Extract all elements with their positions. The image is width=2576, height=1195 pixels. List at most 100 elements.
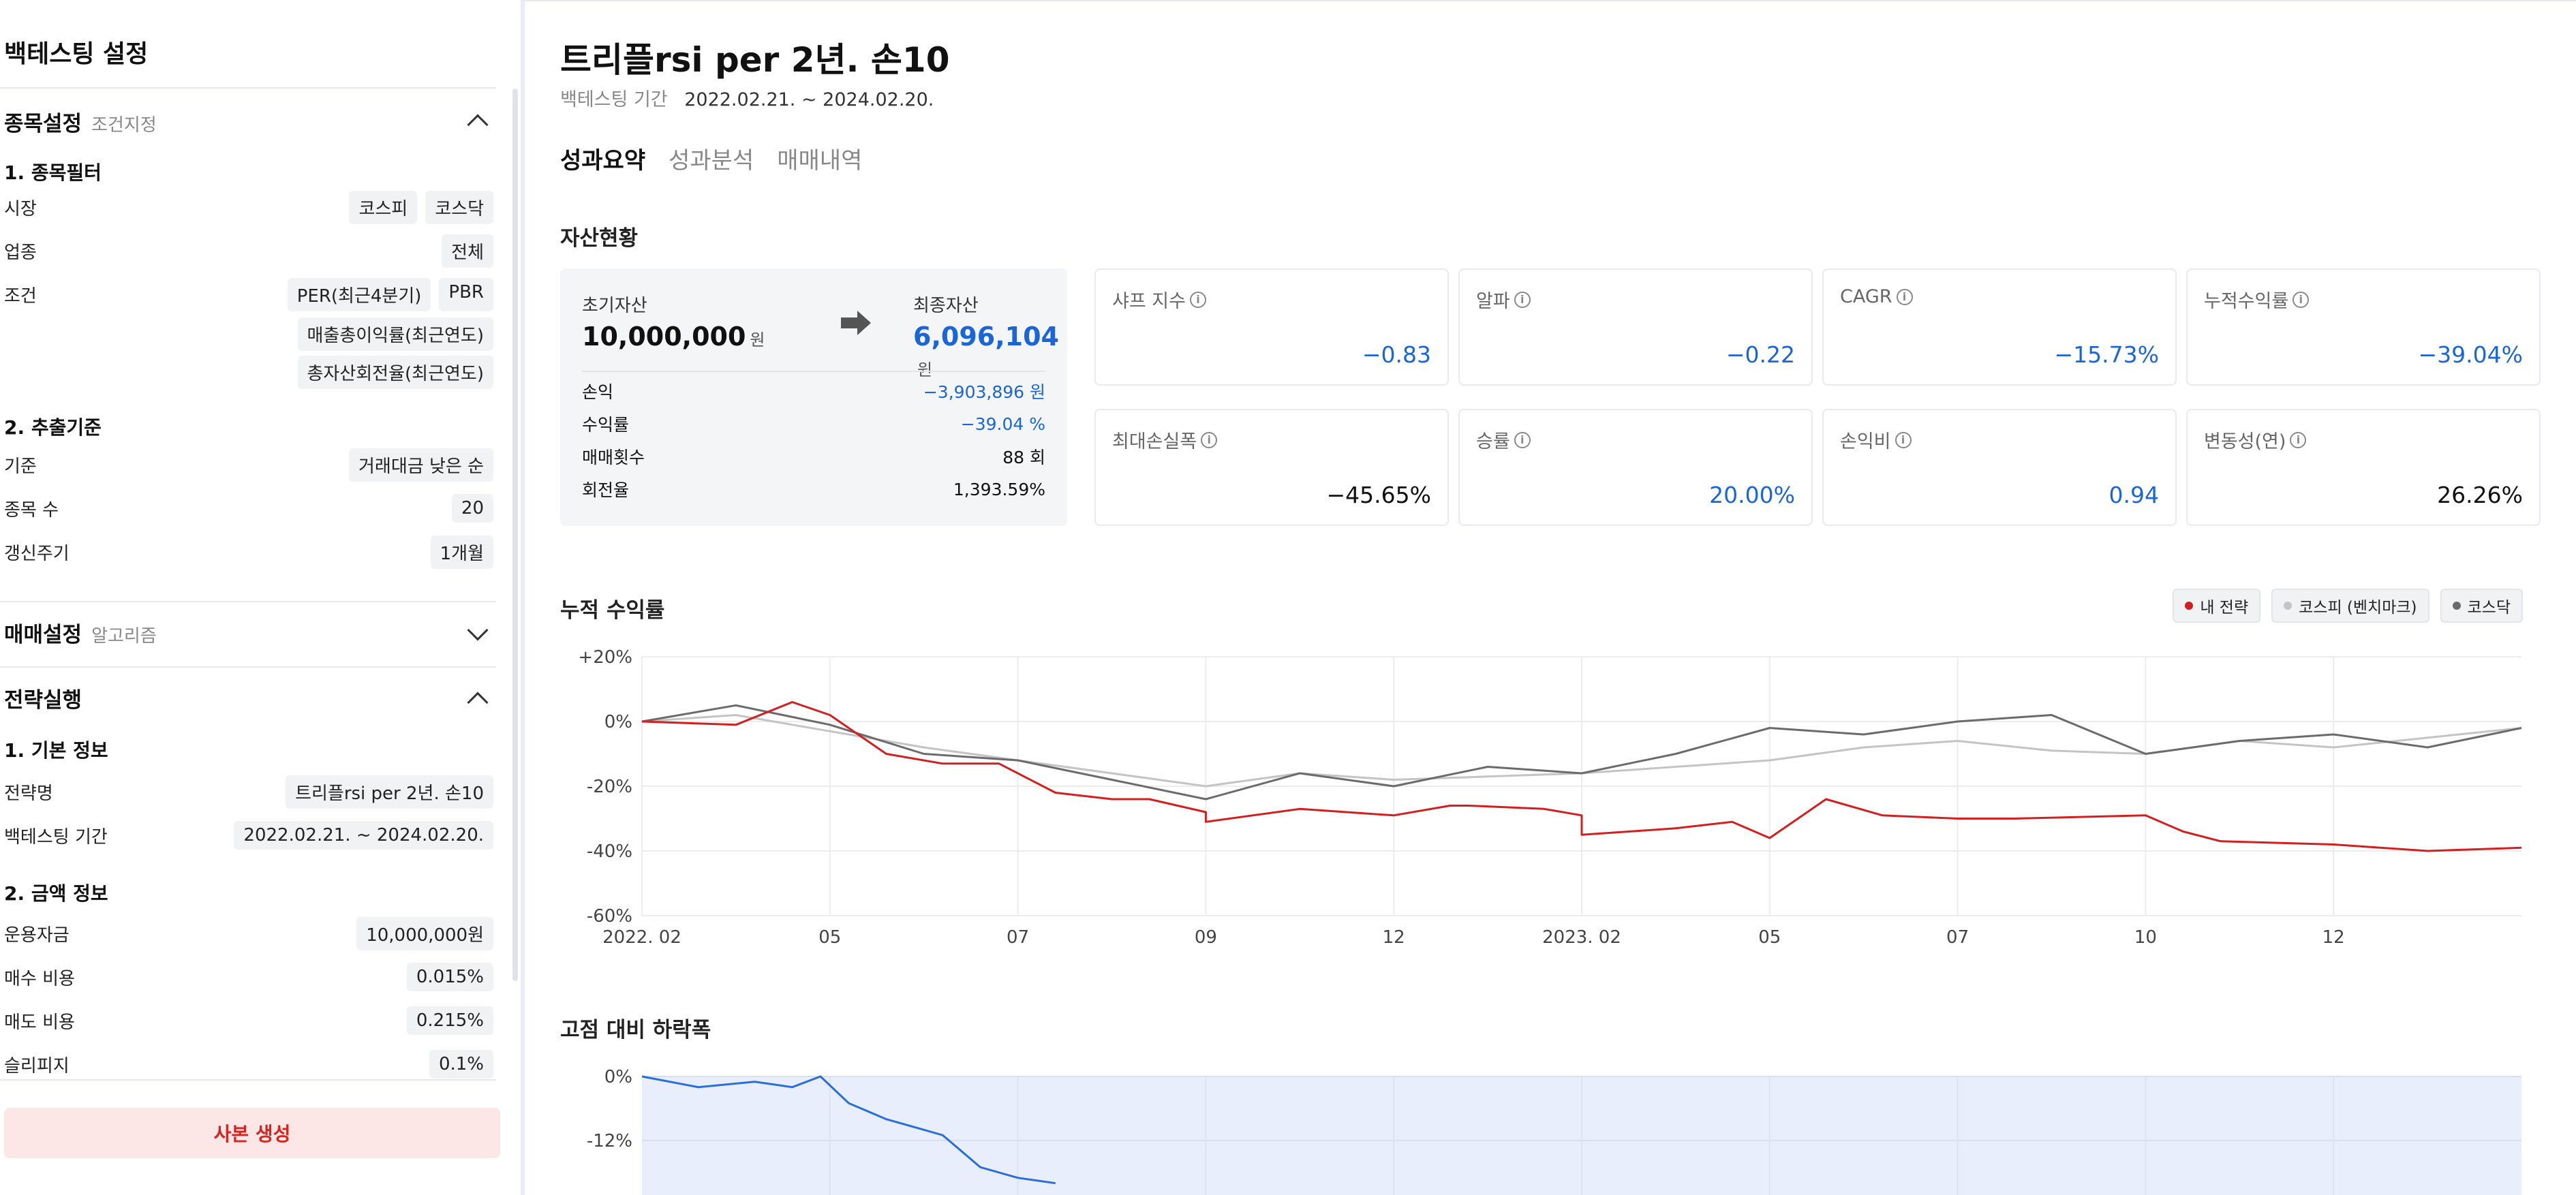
x-tick-label: 05 [1758, 927, 1781, 948]
tab-analysis[interactable]: 성과분석 [669, 147, 754, 174]
condition-chip: PBR [439, 277, 493, 311]
y-tick-label: -40% [587, 841, 632, 862]
pl-row: 손익 −3,903,896 원 [582, 377, 1045, 405]
fund-row: 운용자금 10,000,000원 [4, 916, 493, 950]
slippage-chip: 0.1% [429, 1050, 493, 1078]
buy-fee-chip: 0.015% [406, 963, 493, 991]
return-value: −39.04 % [960, 414, 1045, 434]
divider [0, 666, 496, 668]
industry-row: 업종 전체 [4, 234, 493, 268]
strategy-name-label: 전략명 [4, 783, 53, 804]
pl-label: 손익 [582, 382, 614, 402]
backtest-period-chip: 2022.02.21. ~ 2024.02.20. [234, 821, 493, 850]
slippage-label: 슬리피지 [4, 1055, 70, 1076]
info-icon[interactable]: i [1201, 431, 1218, 448]
turnover-row: 회전율 1,393.59% [582, 476, 1045, 503]
chart-legend: 내 전략 코스피 (벤치마크) 코스닥 [2173, 589, 2523, 623]
arrow-right-icon [841, 311, 871, 335]
y-tick-label: 0% [604, 712, 632, 732]
condition-chip: PER(최근4분기) [287, 277, 431, 311]
divider [525, 0, 2576, 1]
legend-strategy[interactable]: 내 전략 [2173, 589, 2261, 623]
strategy-name-row: 전략명 트리플rsi per 2년. 손10 [4, 775, 493, 809]
final-asset-label: 최종자산 [913, 296, 979, 316]
turnover-label: 회전율 [582, 480, 630, 500]
chevron-down-icon[interactable] [467, 619, 489, 641]
tab-bar: 성과요약 성과분석 매매내역 [560, 142, 862, 175]
basis-row: 기준 거래대금 낮은 순 [4, 448, 493, 482]
drawdown-chart: 0% -12% [587, 1067, 2521, 1195]
x-tick-label: 2022. 02 [602, 927, 681, 948]
metric-card-sharpe: 샤프 지수 i −0.83 [1094, 268, 1449, 386]
basis-label: 기준 [4, 456, 37, 477]
info-icon[interactable]: i [2290, 431, 2307, 448]
buy-fee-row: 매수 비용 0.015% [4, 961, 493, 993]
info-icon[interactable]: i [1895, 431, 1912, 448]
tab-summary[interactable]: 성과요약 [560, 147, 646, 174]
y-tick-label: +20% [578, 647, 632, 668]
metric-card-winrate: 승률 i 20.00% [1458, 409, 1813, 526]
metric-card-cagr: CAGR i −15.73% [1822, 268, 2177, 386]
info-icon[interactable]: i [1514, 291, 1531, 308]
legend-dot-icon [2284, 602, 2293, 610]
divider [0, 601, 496, 602]
x-tick-label: 12 [1383, 927, 1405, 948]
extract-title: 2. 추출기준 [4, 416, 102, 439]
strategy-name-chip: 트리플rsi per 2년. 손10 [286, 775, 493, 809]
stock-section-title: 종목설정 [4, 112, 82, 136]
chevron-up-icon[interactable] [467, 692, 489, 713]
backtest-period: 백테스팅 기간 2022.02.21. ~ 2024.02.20. [560, 84, 934, 111]
initial-asset-value: 10,000,000 원 [582, 322, 765, 352]
stock-section-subtitle: 조건지정 [91, 115, 157, 136]
metric-card-cum-return: 누적수익률 i −39.04% [2186, 268, 2541, 386]
legend-kosdaq[interactable]: 코스닥 [2440, 589, 2523, 623]
trades-label: 매매횟수 [582, 448, 645, 467]
stock-section-header[interactable]: 종목설정 조건지정 [4, 106, 157, 136]
sell-fee-row: 매도 비용 0.215% [4, 1004, 493, 1037]
info-icon[interactable]: i [1189, 291, 1206, 308]
basic-title: 1. 기본 정보 [4, 739, 108, 762]
cycle-label: 갱신주기 [4, 543, 70, 564]
period-value: 2022.02.21. ~ 2024.02.20. [684, 89, 934, 110]
count-chip: 20 [451, 494, 493, 523]
x-tick-label: 09 [1195, 927, 1217, 948]
info-icon[interactable]: i [2293, 291, 2310, 308]
condition-row: 조건 PER(최근4분기) PBR [4, 277, 493, 311]
tab-trades[interactable]: 매매내역 [777, 147, 863, 174]
trade-section-header[interactable]: 매매설정 알고리즘 [4, 617, 157, 647]
main-content: 트리플rsi per 2년. 손10 백테스팅 기간 2022.02.21. ~… [525, 0, 2576, 1195]
sell-fee-chip: 0.215% [406, 1006, 493, 1035]
cum-return-chart: +20% 0% -20% -40% -60%2022. 02 05 07 09 12 2023. … [578, 647, 2522, 948]
divider [0, 1079, 496, 1081]
trades-row: 매매횟수 88 회 [582, 443, 1045, 470]
market-row: 시장 코스피 코스닥 [4, 190, 493, 224]
backtest-period-row: 백테스팅 기간 2022.02.21. ~ 2024.02.20. [4, 819, 493, 852]
initial-asset-label: 초기자산 [582, 296, 647, 316]
divider [0, 87, 496, 89]
series-line-kosdaq [641, 704, 2522, 801]
market-label: 시장 [4, 198, 37, 219]
x-tick-label: 2023. 02 [1542, 927, 1621, 948]
x-tick-label: 12 [2322, 927, 2345, 948]
legend-kospi[interactable]: 코스피 (벤치마크) [2271, 589, 2429, 623]
exec-section-header[interactable]: 전략실행 [4, 683, 82, 713]
amount-title: 2. 금액 정보 [4, 882, 108, 905]
trade-section-subtitle: 알고리즘 [91, 626, 157, 647]
condition-label: 조건 [4, 285, 37, 307]
industry-chip: 전체 [442, 234, 493, 268]
y-tick-label: 0% [604, 1067, 632, 1087]
industry-label: 업종 [4, 242, 37, 263]
copy-button[interactable]: 사본 생성 [4, 1108, 500, 1158]
info-icon[interactable]: i [1514, 431, 1531, 448]
info-icon[interactable]: i [1896, 288, 1913, 305]
fund-label: 운용자금 [4, 925, 70, 946]
chevron-up-icon[interactable] [467, 114, 489, 136]
divider [582, 371, 1045, 372]
return-row: 수익률 −39.04 % [582, 410, 1045, 437]
condition-chip: 총자산회전율(최근연도) [297, 356, 493, 389]
x-tick-label: 07 [1007, 927, 1029, 948]
y-tick-label: -60% [587, 906, 632, 927]
page-title: 트리플rsi per 2년. 손10 [560, 40, 950, 80]
sell-fee-label: 매도 비용 [4, 1012, 75, 1033]
sidebar-scrollbar[interactable] [512, 89, 518, 981]
